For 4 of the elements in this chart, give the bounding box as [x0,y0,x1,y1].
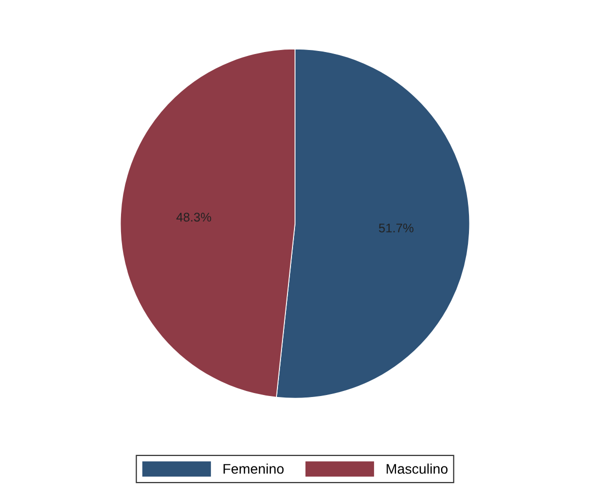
data-label: 51.7% [378,224,414,232]
data-label: 48.3% [176,212,212,222]
legend-label: Masculino [386,464,448,474]
legend-label: Femenino [224,464,284,474]
